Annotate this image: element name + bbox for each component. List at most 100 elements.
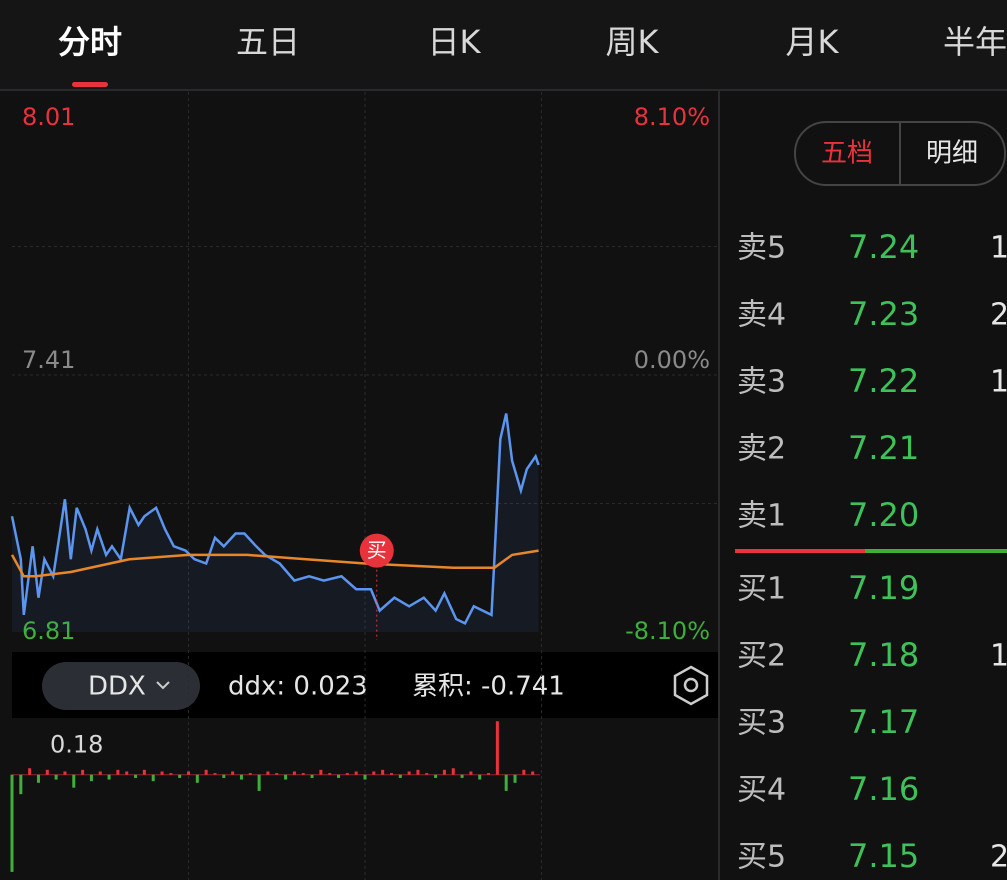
ddx-bar	[531, 771, 535, 775]
ddx-bar	[195, 774, 199, 783]
ddx-bar	[363, 774, 367, 780]
tab[interactable]: 五日	[236, 23, 300, 61]
ddx-bar	[213, 773, 217, 775]
ddx-bar	[487, 773, 491, 775]
book-price: 7.23	[848, 295, 919, 333]
ddx-bar	[345, 773, 349, 775]
y2-tick-label: 8.10%	[634, 103, 710, 131]
ddx-bar	[89, 774, 93, 782]
ddx-bar	[72, 774, 76, 788]
ddx-bar	[478, 774, 482, 780]
ddx-bar	[310, 774, 314, 778]
y-tick-label: 7.41	[22, 346, 75, 374]
ddx-bar	[407, 771, 411, 775]
ddx-bar	[337, 774, 341, 778]
ddx-bar	[204, 769, 208, 775]
book-label: 卖3	[737, 365, 786, 400]
book-price: 7.18	[848, 636, 919, 674]
ddx-bar	[381, 769, 385, 775]
book-volume: 1	[990, 639, 1007, 674]
ddx-bar	[107, 774, 111, 780]
y-tick-label: 6.81	[22, 617, 75, 645]
ddx-bar	[239, 774, 243, 780]
ddx-bar	[36, 774, 40, 783]
book-price: 7.15	[848, 837, 919, 875]
indicator-selector[interactable]	[42, 662, 200, 710]
ddx-bar	[416, 769, 420, 775]
ddx-bar	[257, 774, 261, 791]
dropdown-icon	[156, 681, 170, 690]
book-label: 卖1	[737, 499, 786, 534]
ddx-bar	[63, 771, 67, 775]
ddx-bar	[151, 774, 155, 782]
book-label: 买1	[737, 572, 786, 607]
book-volume: 1	[990, 365, 1007, 400]
book-label: 卖2	[737, 432, 786, 467]
ddx-bar	[504, 774, 508, 791]
ddx-bar	[28, 768, 32, 775]
book-label: 买2	[737, 639, 786, 674]
book-price: 7.17	[848, 703, 919, 741]
ddx-bar	[19, 774, 23, 795]
settings-icon[interactable]	[673, 665, 709, 706]
book-price: 7.22	[848, 362, 919, 400]
tab[interactable]: 半年	[943, 23, 1007, 61]
ddx-bar	[10, 774, 14, 872]
ddx-bar	[301, 773, 305, 775]
ddx-bar	[284, 774, 288, 780]
ddx-bar	[231, 771, 235, 775]
tab-bar	[0, 0, 1007, 90]
y-tick-label: 8.01	[22, 103, 75, 131]
ddx-bar	[169, 773, 173, 775]
ddx-bar	[142, 769, 146, 775]
settings-dot	[683, 677, 699, 693]
tab[interactable]: 日K	[428, 23, 482, 61]
book-price: 7.21	[848, 429, 919, 467]
book-label: 买5	[737, 840, 786, 875]
ddx-bar	[442, 769, 446, 775]
ddx-bar	[292, 771, 296, 775]
tab[interactable]: 月K	[786, 23, 840, 61]
trade-marker	[359, 533, 394, 568]
book-label: 卖4	[737, 298, 786, 333]
ddx-bar	[134, 774, 138, 778]
tab[interactable]: 周K	[606, 23, 660, 61]
ddx-readout: ddx: 0.023	[228, 672, 368, 702]
ddx-bar	[372, 771, 376, 775]
ddx-bar	[248, 773, 252, 775]
ddx-bar	[389, 773, 393, 775]
ddx-bar	[434, 774, 438, 778]
tab[interactable]: 分时	[58, 23, 122, 61]
trade-marker-label: 买	[367, 538, 387, 562]
book-label: 卖5	[737, 231, 786, 266]
ddx-bar	[222, 774, 226, 778]
ddx-bar	[328, 773, 332, 775]
y2-tick-label: -8.10%	[625, 617, 710, 645]
average-line	[10, 549, 539, 578]
y2-tick-label: 0.00%	[634, 346, 710, 374]
ddx-bar	[54, 774, 58, 780]
cumulative-readout: 累积: -0.741	[412, 672, 565, 702]
ddx-bar	[266, 771, 270, 775]
tab-indicator	[72, 82, 108, 87]
book-volume: 2	[990, 840, 1007, 875]
book-volume: 1	[990, 231, 1007, 266]
ddx-bar	[98, 771, 102, 775]
ddx-bar	[495, 721, 499, 775]
book-label: 买4	[737, 773, 786, 808]
ddx-bar	[81, 769, 85, 775]
ddx-bar	[160, 771, 164, 775]
ddx-bar	[178, 774, 182, 778]
ddx-bar	[513, 774, 517, 783]
ddx-bar	[319, 769, 323, 775]
ddx-bar	[425, 773, 429, 775]
toggle-option[interactable]: 五档	[821, 139, 873, 169]
ddx-bar	[469, 771, 473, 775]
ddx-bar	[398, 774, 402, 778]
price-area	[12, 413, 539, 632]
ddx-bar	[45, 769, 49, 775]
price-line	[10, 413, 540, 626]
toggle-option[interactable]: 明细	[926, 139, 978, 169]
ddx-bar	[451, 768, 455, 775]
